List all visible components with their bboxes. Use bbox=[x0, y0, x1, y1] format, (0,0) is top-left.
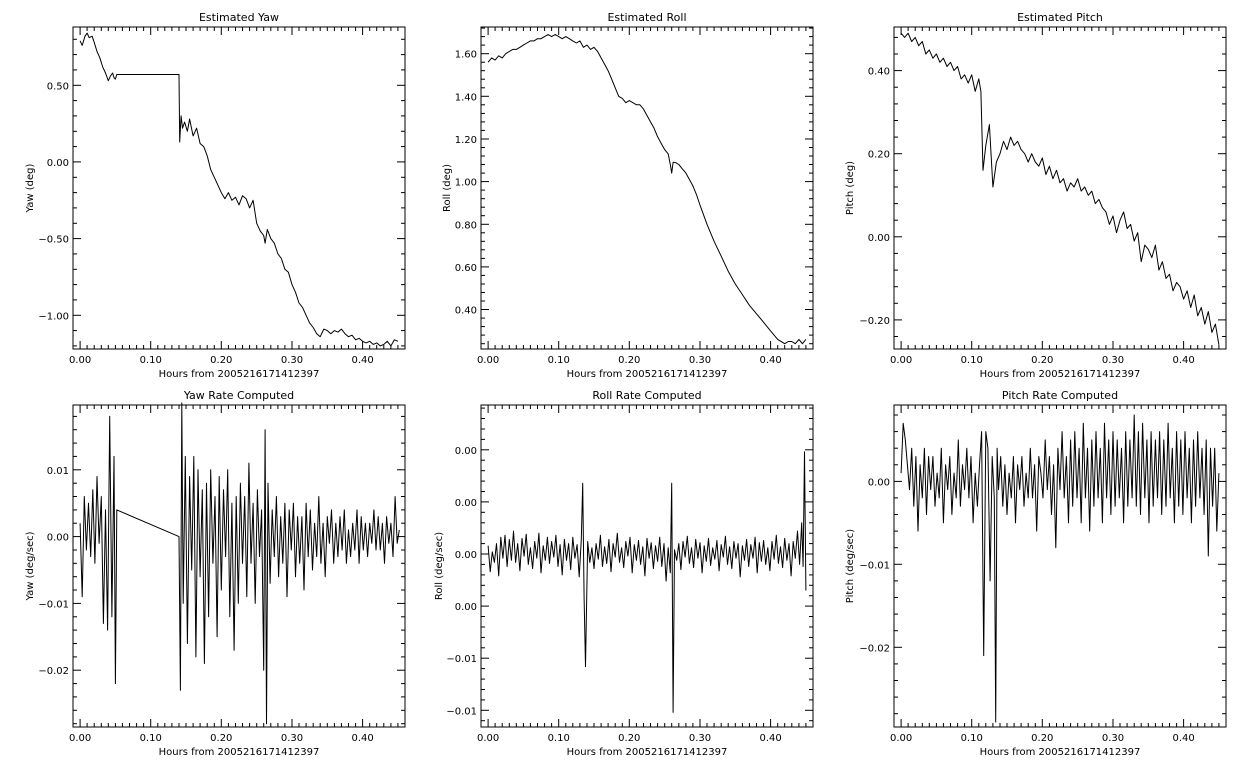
y-tick-label: 0.00 bbox=[455, 498, 477, 509]
panel-estimated-pitch: Estimated Pitch Pitch (deg) Hours from 2… bbox=[845, 11, 1227, 380]
x-tick-label: 0.40 bbox=[759, 355, 781, 366]
x-tick-label: 0.10 bbox=[961, 355, 983, 366]
panel-roll-rate-computed: Roll Rate Computed Roll (deg/sec) Hours … bbox=[434, 389, 814, 758]
y-tick-label: 0.60 bbox=[455, 263, 477, 274]
x-tick-label: 0.20 bbox=[618, 355, 640, 366]
y-tick-label: 0.00 bbox=[455, 550, 477, 561]
y-tick-label: 0.00 bbox=[868, 233, 890, 244]
series-line bbox=[79, 32, 399, 347]
x-tick-label: 0.40 bbox=[1172, 733, 1194, 744]
y-axis-label: Roll (deg) bbox=[442, 164, 453, 212]
y-tick-label: −0.01 bbox=[38, 599, 69, 610]
y-tick-label: −0.02 bbox=[859, 643, 890, 654]
y-tick-label: 0.00 bbox=[47, 533, 69, 544]
y-tick-label: 1.00 bbox=[455, 178, 477, 189]
chart-title: Pitch Rate Computed bbox=[1002, 389, 1118, 402]
y-tick-label: 0.00 bbox=[47, 158, 69, 169]
x-tick-label: 0.00 bbox=[890, 355, 912, 366]
y-tick-label: 0.40 bbox=[455, 306, 477, 317]
x-tick-label: 0.30 bbox=[281, 355, 303, 366]
series-line bbox=[487, 451, 807, 713]
plot-frame bbox=[893, 26, 1227, 350]
x-tick-label: 0.20 bbox=[1031, 733, 1053, 744]
y-tick-label: 1.20 bbox=[455, 135, 477, 146]
x-tick-label: 0.00 bbox=[477, 733, 499, 744]
panel-estimated-roll: Estimated Roll Roll (deg) Hours from 200… bbox=[442, 11, 814, 380]
y-axis-label: Roll (deg/sec) bbox=[434, 532, 445, 600]
y-tick-label: 1.40 bbox=[455, 92, 477, 103]
x-tick-label: 0.30 bbox=[1102, 733, 1124, 744]
y-tick-label: −0.50 bbox=[38, 235, 69, 246]
x-tick-label: 0.00 bbox=[69, 355, 91, 366]
plot-frame bbox=[72, 404, 406, 728]
y-tick-label: 0.80 bbox=[455, 220, 477, 231]
x-tick-label: 0.10 bbox=[140, 355, 162, 366]
y-tick-label: −0.01 bbox=[446, 654, 477, 665]
x-tick-label: 0.30 bbox=[689, 733, 711, 744]
x-tick-label: 0.30 bbox=[689, 355, 711, 366]
chart-title: Roll Rate Computed bbox=[592, 389, 701, 402]
plot-frame bbox=[480, 26, 814, 350]
x-tick-label: 0.20 bbox=[210, 355, 232, 366]
x-tick-label: 0.30 bbox=[1102, 355, 1124, 366]
y-tick-label: 0.50 bbox=[47, 81, 69, 92]
plot-frame bbox=[72, 26, 406, 350]
x-tick-label: 0.10 bbox=[140, 733, 162, 744]
panel-estimated-yaw: Estimated Yaw Yaw (deg) Hours from 20052… bbox=[25, 11, 406, 380]
x-axis-label: Hours from 20052161714123​97 bbox=[567, 747, 728, 758]
y-tick-label: −1.00 bbox=[38, 311, 69, 322]
y-axis-label: Yaw (deg/sec) bbox=[25, 531, 36, 601]
x-tick-label: 0.20 bbox=[618, 733, 640, 744]
chart-title: Estimated Roll bbox=[607, 11, 686, 24]
x-axis-label: Hours from 20052161714123​97 bbox=[159, 747, 320, 758]
x-axis-label: Hours from 20052161714123​97 bbox=[980, 369, 1141, 380]
x-tick-label: 0.20 bbox=[1031, 355, 1053, 366]
y-tick-label: 0.00 bbox=[455, 446, 477, 457]
x-tick-label: 0.30 bbox=[281, 733, 303, 744]
x-tick-label: 0.00 bbox=[477, 355, 499, 366]
series-line bbox=[487, 34, 807, 345]
y-tick-label: 0.40 bbox=[868, 67, 890, 78]
x-tick-label: 0.00 bbox=[69, 733, 91, 744]
y-tick-label: −0.01 bbox=[859, 560, 890, 571]
x-tick-label: 0.20 bbox=[210, 733, 232, 744]
x-tick-label: 0.40 bbox=[1172, 355, 1194, 366]
y-tick-label: −0.02 bbox=[38, 666, 69, 677]
series-line bbox=[79, 402, 400, 725]
panel-pitch-rate-computed: Pitch Rate Computed Pitch (deg/sec) Hour… bbox=[845, 389, 1227, 758]
y-tick-label: 1.60 bbox=[455, 50, 477, 61]
chart-title: Estimated Pitch bbox=[1017, 11, 1103, 24]
chart-title: Yaw Rate Computed bbox=[183, 389, 294, 402]
panel-yaw-rate-computed: Yaw Rate Computed Yaw (deg/sec) Hours fr… bbox=[25, 389, 406, 758]
y-tick-label: −0.20 bbox=[859, 316, 890, 327]
y-axis-label: Yaw (deg) bbox=[25, 163, 36, 213]
plot-frame bbox=[480, 404, 814, 728]
y-tick-label: 0.00 bbox=[455, 602, 477, 613]
series-line bbox=[900, 32, 1220, 345]
x-tick-label: 0.10 bbox=[548, 355, 570, 366]
plot-frame bbox=[893, 404, 1227, 728]
y-tick-label: 0.01 bbox=[47, 466, 69, 477]
x-tick-label: 0.40 bbox=[351, 733, 373, 744]
x-axis-label: Hours from 20052161714123​97 bbox=[567, 369, 728, 380]
x-tick-label: 0.40 bbox=[759, 733, 781, 744]
y-tick-label: 0.20 bbox=[868, 150, 890, 161]
y-axis-label: Pitch (deg/sec) bbox=[845, 529, 856, 604]
x-axis-label: Hours from 20052161714123​97 bbox=[980, 747, 1141, 758]
y-axis-label: Pitch (deg) bbox=[845, 161, 856, 215]
x-axis-label: Hours from 20052161714123​97 bbox=[159, 369, 320, 380]
x-tick-label: 0.10 bbox=[961, 733, 983, 744]
x-tick-label: 0.10 bbox=[548, 733, 570, 744]
y-tick-label: 0.00 bbox=[868, 477, 890, 488]
chart-title: Estimated Yaw bbox=[199, 11, 279, 24]
y-tick-label: −0.01 bbox=[446, 706, 477, 717]
x-tick-label: 0.00 bbox=[890, 733, 912, 744]
series-line bbox=[900, 414, 1220, 723]
x-tick-label: 0.40 bbox=[351, 355, 373, 366]
